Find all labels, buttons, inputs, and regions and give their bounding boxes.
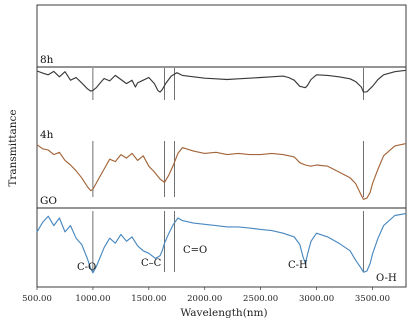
- annotation-c-h: C-H: [288, 260, 308, 271]
- series-label-go: GO: [40, 195, 57, 207]
- y-axis-label: Transmittance: [7, 109, 19, 186]
- x-axis: 500.00 1000.00 1500.00 2000.00 2500.00 3000.0…: [22, 287, 390, 304]
- x-tick-label-1500: 1500.00: [131, 294, 166, 304]
- x-tick-label-1000: 1000.00: [75, 294, 110, 304]
- series-label-8h: 8h: [40, 54, 54, 66]
- x-tick-label-3000: 3000.00: [299, 294, 334, 304]
- series-line-go: [36, 213, 407, 274]
- plot-frame: [36, 4, 407, 288]
- x-tick-label-2500: 2500.00: [243, 294, 278, 304]
- x-tick-label-3500: 3500.00: [355, 294, 390, 304]
- series-label-4h: 4h: [40, 129, 54, 141]
- x-tick-label-2000: 2000.00: [187, 294, 222, 304]
- annotation-c-o: C-O: [77, 262, 96, 273]
- x-tick-label-500: 500.00: [22, 294, 52, 304]
- series-traces: [36, 69, 407, 274]
- series-line-8h: [36, 69, 407, 93]
- annotation-c-eq-o: C=O: [183, 245, 207, 256]
- annotation-c-c: C–C: [141, 258, 162, 269]
- annotation-o-h: O-H: [376, 273, 397, 284]
- guide-lines: [92, 68, 364, 272]
- series-line-4h: [36, 143, 407, 200]
- x-axis-label: Wavelength(nm): [180, 307, 267, 319]
